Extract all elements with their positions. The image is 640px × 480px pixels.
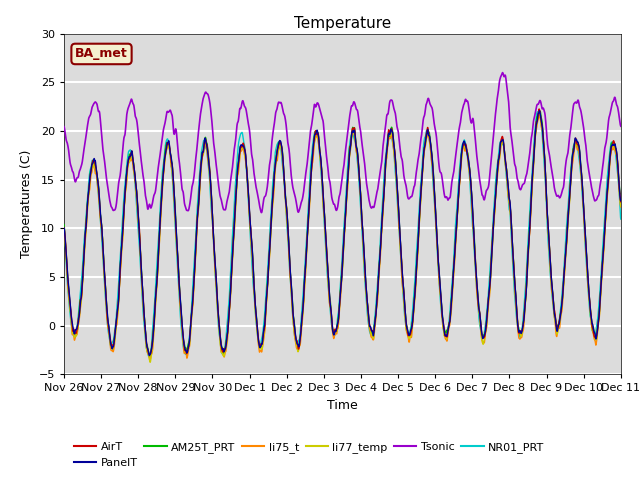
Tsonic (499, 71, 507, 76)
NR01_PRT (534, 109, 541, 115)
Tsonic (467, 120, 475, 126)
NR01_PRT (60, 233, 68, 239)
li75_t (146, 358, 154, 364)
Tsonic (436, 169, 444, 175)
AirT (617, 199, 625, 204)
li77_temp (536, 108, 543, 113)
NR01_PRT (436, 299, 444, 305)
AM25T_PRT (146, 355, 154, 361)
AM25T_PRT (467, 186, 475, 192)
PanelT (322, 234, 330, 240)
AM25T_PRT (499, 137, 507, 143)
Line: NR01_PRT: NR01_PRT (64, 112, 621, 356)
AM25T_PRT (617, 191, 625, 197)
AM25T_PRT (161, 159, 168, 165)
PanelT (161, 160, 168, 166)
AirT (161, 160, 168, 166)
Tsonic (257, 210, 265, 216)
AirT (436, 289, 444, 295)
Line: li75_t: li75_t (64, 114, 621, 361)
li75_t (616, 201, 624, 207)
li75_t (322, 238, 330, 243)
Y-axis label: Temperatures (C): Temperatures (C) (20, 150, 33, 258)
X-axis label: Time: Time (327, 399, 358, 412)
Line: Tsonic: Tsonic (64, 72, 621, 213)
Legend: AirT, PanelT, AM25T_PRT, li75_t, li77_temp, Tsonic, NR01_PRT: AirT, PanelT, AM25T_PRT, li75_t, li77_te… (70, 438, 548, 472)
li75_t (535, 111, 543, 117)
NR01_PRT (467, 200, 475, 206)
li75_t (60, 229, 68, 235)
Text: BA_met: BA_met (75, 48, 128, 60)
NR01_PRT (499, 140, 507, 145)
NR01_PRT (161, 153, 168, 159)
li75_t (467, 191, 475, 196)
Tsonic (616, 121, 624, 127)
AM25T_PRT (436, 289, 444, 295)
AirT (535, 106, 543, 112)
AirT (60, 225, 68, 230)
AirT (145, 352, 153, 358)
li77_temp (161, 163, 168, 168)
NR01_PRT (145, 353, 152, 359)
AM25T_PRT (322, 235, 330, 240)
Line: li77_temp: li77_temp (64, 110, 621, 362)
AM25T_PRT (60, 222, 68, 228)
li77_temp (322, 236, 330, 241)
li77_temp (436, 291, 444, 297)
Tsonic (499, 70, 506, 75)
Tsonic (60, 124, 68, 130)
li75_t (436, 291, 444, 297)
li77_temp (617, 203, 625, 209)
li77_temp (60, 226, 68, 232)
NR01_PRT (616, 211, 624, 216)
li75_t (617, 204, 625, 210)
Line: PanelT: PanelT (64, 111, 621, 356)
Tsonic (322, 145, 330, 151)
Tsonic (160, 124, 168, 130)
PanelT (536, 108, 543, 114)
Line: AM25T_PRT: AM25T_PRT (64, 111, 621, 358)
NR01_PRT (617, 216, 625, 222)
PanelT (145, 353, 153, 359)
Tsonic (617, 123, 625, 129)
AirT (499, 135, 507, 141)
AirT (616, 195, 624, 201)
Line: AirT: AirT (64, 109, 621, 355)
li77_temp (147, 360, 154, 365)
PanelT (499, 137, 507, 143)
li77_temp (616, 201, 624, 206)
AM25T_PRT (535, 108, 543, 114)
AM25T_PRT (616, 191, 624, 197)
li75_t (499, 136, 507, 142)
li77_temp (467, 189, 475, 195)
PanelT (617, 198, 625, 204)
Title: Temperature: Temperature (294, 16, 391, 31)
AirT (322, 231, 330, 237)
PanelT (616, 196, 624, 202)
li77_temp (499, 139, 507, 144)
AirT (467, 186, 475, 192)
PanelT (436, 287, 444, 293)
PanelT (60, 225, 68, 231)
NR01_PRT (322, 242, 330, 248)
PanelT (467, 185, 475, 191)
li75_t (161, 166, 168, 172)
